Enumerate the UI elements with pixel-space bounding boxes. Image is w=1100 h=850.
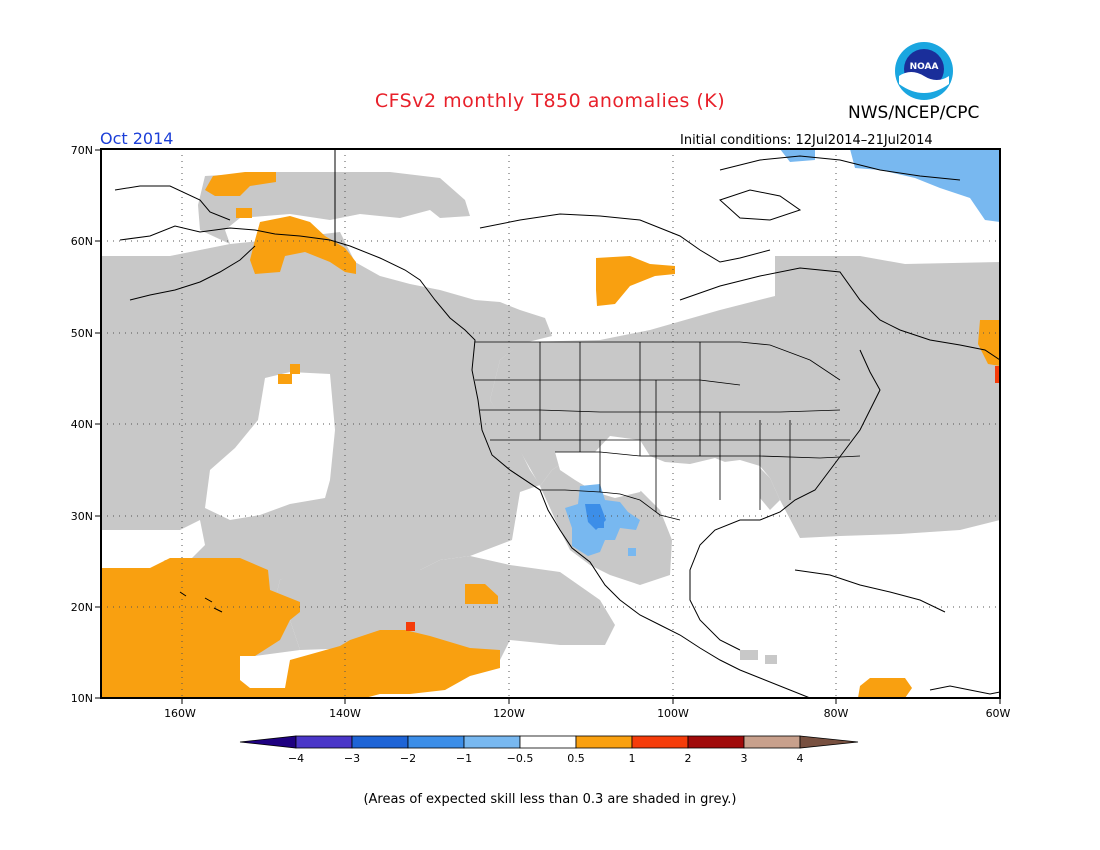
lon-label: 80W <box>824 707 849 720</box>
legend-swatch <box>575 735 633 749</box>
skill-footnote: (Areas of expected skill less than 0.3 a… <box>363 792 737 807</box>
red-pacific-spot <box>406 622 415 631</box>
lat-label: 60N <box>71 235 93 248</box>
coastlines <box>114 150 1000 698</box>
south-america-coast <box>929 685 1000 695</box>
map-title: CFSv2 monthly T850 anomalies (K) <box>374 90 726 112</box>
initial-conditions-label: Initial conditions: 12Jul2014–21Jul2014 <box>680 133 933 148</box>
legend-tick-label: 3 <box>741 752 748 765</box>
grey-north-america <box>490 256 1000 538</box>
blue-mexico-core-2 <box>596 518 604 528</box>
lon-label: 160W <box>164 707 196 720</box>
pacific-coast <box>119 225 811 698</box>
orange-pacific-spot-2 <box>290 364 300 374</box>
light-blue-arctic-1 <box>780 149 815 162</box>
legend-tick-label: −4 <box>288 752 304 765</box>
legend-arrow-left <box>239 735 297 749</box>
valid-month-label: Oct 2014 <box>100 129 174 148</box>
light-blue-mexico-spot <box>628 548 636 556</box>
legend-swatch <box>351 735 409 749</box>
grey-central-america-2 <box>765 655 777 664</box>
us-mexico-border <box>509 469 681 521</box>
logo-text: NOAA <box>910 62 939 72</box>
legend-tick-label: 1 <box>629 752 636 765</box>
baffin-island <box>719 189 802 221</box>
white-gap-pacific-south <box>101 520 205 560</box>
alaska-peninsula <box>129 245 256 301</box>
legend-swatch <box>631 735 689 749</box>
legend-tick-label: 4 <box>797 752 804 765</box>
lat-label: 10N <box>71 692 93 705</box>
state-verticals <box>539 342 791 512</box>
hawaii-islands <box>179 591 223 613</box>
alaska-north-coast <box>114 185 231 221</box>
cool-anomaly-core <box>585 504 606 530</box>
orange-bering-small <box>236 208 252 218</box>
lat-label: 50N <box>71 327 93 340</box>
orange-alaska <box>250 216 356 274</box>
state-row-1 <box>475 379 741 386</box>
lat-label: 30N <box>71 510 93 523</box>
lon-label: 60W <box>986 707 1011 720</box>
legend-swatch <box>519 735 577 749</box>
arctic-coast <box>479 213 771 263</box>
legend-swatch <box>687 735 745 749</box>
orange-atlantic-canada <box>978 320 1000 366</box>
orange-pacific-south <box>101 558 500 698</box>
grey-central-america-1 <box>740 650 758 660</box>
orange-caribbean <box>858 678 912 698</box>
logo-wave <box>899 72 949 93</box>
legend-swatch <box>463 735 521 749</box>
axis-ticks <box>95 149 1001 704</box>
orange-pacific-spot-1 <box>278 374 292 384</box>
shading-layer <box>101 149 1000 698</box>
lat-label: 40N <box>71 418 93 431</box>
grey-alaska <box>198 172 470 244</box>
legend-swatch <box>743 735 801 749</box>
political-borders <box>475 341 861 521</box>
orange-pacific-central <box>465 584 498 604</box>
hudson-labrador-coast <box>679 267 1000 361</box>
legend-tick-label: 0.5 <box>567 752 585 765</box>
red-atlantic-spot <box>995 366 1000 383</box>
longitude-labels: 160W 140W 120W 100W 80W 60W <box>164 707 1010 720</box>
us-canada-border <box>475 341 841 381</box>
legend-tick-label: 2 <box>685 752 692 765</box>
lat-label: 20N <box>71 601 93 614</box>
latitude-labels: 70N 60N 50N 40N 30N 20N 10N <box>71 144 93 705</box>
legend-swatch <box>295 735 353 749</box>
caribbean-islands <box>794 569 946 613</box>
grey-gulf <box>760 468 780 510</box>
legend-tick-label: −0.5 <box>507 752 534 765</box>
orange-bering <box>205 172 276 196</box>
white-gap-southwest <box>555 452 650 498</box>
strong-warm-areas <box>406 366 1000 631</box>
legend-tick-label: −1 <box>456 752 472 765</box>
atlantic-gulf-coast <box>689 349 881 651</box>
color-bar-legend: −4 −3 −2 −1 −0.5 0.5 1 2 3 4 <box>239 735 859 765</box>
warm-anomaly-areas <box>101 172 1000 698</box>
legend-tick-labels: −4 −3 −2 −1 −0.5 0.5 1 2 3 4 <box>288 752 804 765</box>
lon-label: 140W <box>329 707 361 720</box>
white-gap-texas <box>700 460 760 520</box>
legend-arrow-right <box>799 735 859 749</box>
legend-swatch <box>407 735 465 749</box>
legend-tick-label: −3 <box>344 752 360 765</box>
positive-skill-gaps <box>101 372 760 560</box>
orange-hudson <box>596 256 675 306</box>
arctic-islands <box>719 155 961 181</box>
legend-tick-label: −2 <box>400 752 416 765</box>
light-blue-greenland <box>850 149 1000 222</box>
organization-label: NWS/NCEP/CPC <box>848 103 980 123</box>
white-gap-pacific <box>205 372 335 520</box>
noaa-logo: NOAA <box>895 42 953 100</box>
lon-label: 120W <box>493 707 525 720</box>
lat-label: 70N <box>71 144 93 157</box>
lon-label: 100W <box>657 707 689 720</box>
